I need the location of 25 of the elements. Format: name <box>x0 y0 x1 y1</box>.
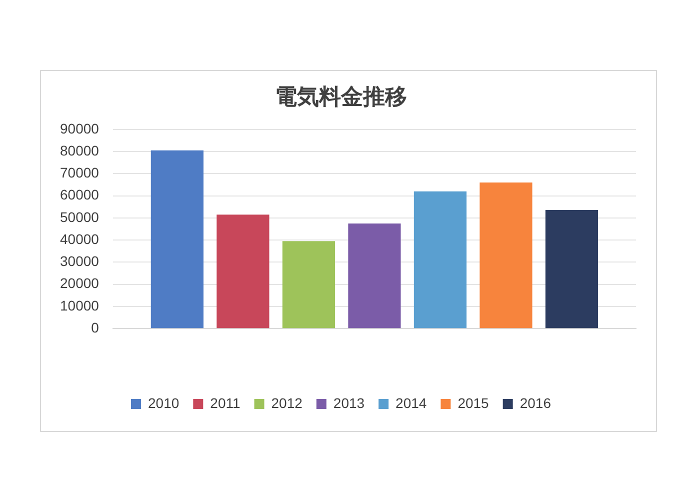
legend-label: 2015 <box>458 394 490 411</box>
y-tick-label: 80000 <box>60 142 100 158</box>
legend-label: 2014 <box>396 394 427 411</box>
y-tick-label: 40000 <box>60 230 100 247</box>
y-tick-label: 20000 <box>60 275 100 292</box>
legend-label: 2012 <box>271 394 303 411</box>
legend-label: 2013 <box>333 394 365 411</box>
bar <box>545 210 598 328</box>
bar <box>150 150 204 328</box>
chart-title: 電気料金推移 <box>275 84 407 110</box>
bar <box>282 241 336 328</box>
bar <box>348 223 401 328</box>
y-tick-label: 0 <box>91 319 100 336</box>
y-tick-label: 90000 <box>60 120 100 136</box>
bar <box>414 191 467 328</box>
legend-label: 2016 <box>520 394 552 411</box>
y-tick-label: 70000 <box>60 164 100 181</box>
y-tick-label: 50000 <box>60 208 100 225</box>
y-tick-label: 60000 <box>60 186 100 203</box>
legend-label: 2010 <box>148 394 180 411</box>
legend-label: 2011 <box>210 394 240 411</box>
bar <box>216 214 270 328</box>
y-tick-label: 30000 <box>60 253 100 270</box>
bar <box>480 182 532 328</box>
y-tick-label: 10000 <box>60 297 100 314</box>
